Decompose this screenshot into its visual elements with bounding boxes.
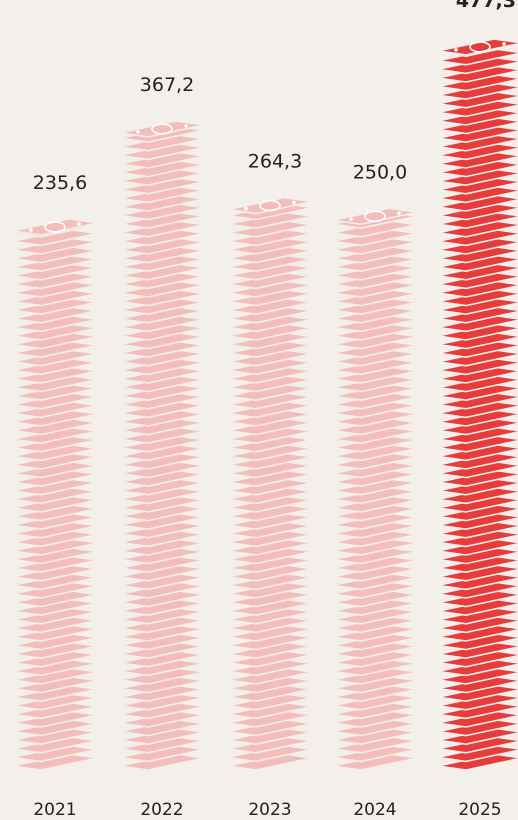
bill-dot: [292, 200, 296, 205]
bill-dot: [454, 48, 458, 52]
bill-stack: [12, 218, 98, 771]
x-tick-label: 2022: [140, 800, 183, 820]
value-label: 264,3: [248, 151, 302, 173]
bill-dot: [77, 222, 81, 226]
bill-dot: [349, 217, 353, 222]
bill-dot: [184, 124, 188, 128]
value-label: 235,6: [33, 172, 87, 194]
bill-seal: [469, 41, 491, 53]
bill-stack: [119, 120, 205, 771]
x-tick-label: 2023: [248, 800, 291, 820]
x-tick-label: 2025: [458, 800, 501, 820]
bill-dot: [136, 130, 140, 134]
bill-dot: [29, 228, 33, 232]
bill-stack: [437, 38, 518, 771]
bill-seal: [44, 221, 66, 233]
value-label: 477,3: [456, 0, 516, 12]
bill-seal: [151, 123, 173, 135]
bill-dot: [502, 42, 506, 46]
value-label: 367,2: [140, 74, 194, 96]
bill-dot: [244, 206, 248, 211]
bill-stack: [332, 207, 418, 771]
value-label: 250,0: [353, 161, 407, 183]
bill-seal: [364, 210, 386, 223]
x-tick-label: 2024: [353, 800, 396, 820]
bill-stack: [227, 196, 313, 771]
x-tick-label: 2021: [33, 800, 76, 820]
bill-seal: [259, 199, 281, 212]
bill-dot: [397, 211, 401, 216]
